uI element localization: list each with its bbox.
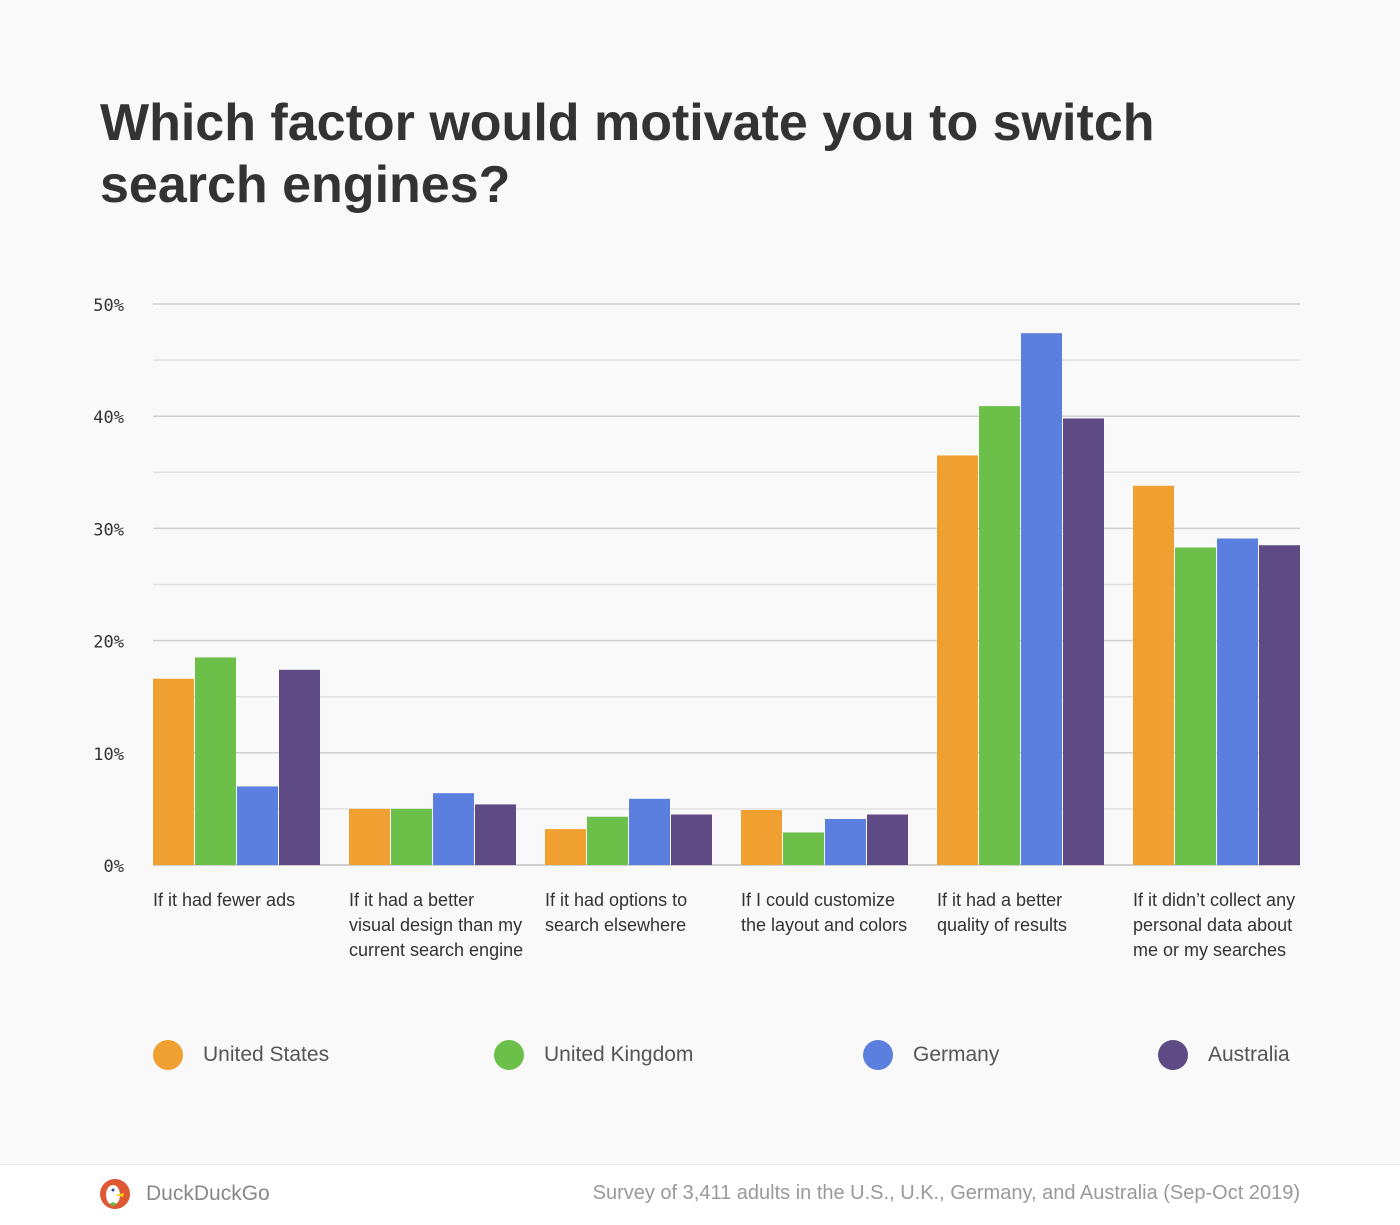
legend-label: Australia xyxy=(1208,1043,1290,1066)
y-tick-label: 20% xyxy=(93,633,124,653)
legend-swatch xyxy=(863,1040,893,1070)
survey-source: Survey of 3,411 adults in the U.S., U.K.… xyxy=(592,1182,1300,1204)
bar-united-states xyxy=(545,829,586,865)
y-tick-label: 30% xyxy=(93,520,124,540)
bar-australia xyxy=(279,669,320,865)
bar-united-kingdom xyxy=(195,657,236,865)
legend-item: United States xyxy=(153,1040,329,1070)
legend-item: Australia xyxy=(1158,1040,1290,1070)
legend-label: Germany xyxy=(913,1043,1000,1066)
footer: DuckDuckGo Survey of 3,411 adults in the… xyxy=(0,1164,1400,1225)
bar-germany xyxy=(237,786,278,865)
bar-united-states xyxy=(349,808,390,865)
chart-title: Which factor would motivate you to switc… xyxy=(100,94,1155,214)
bar-germany xyxy=(433,793,474,865)
bar-united-states xyxy=(937,455,978,865)
y-tick-label: 10% xyxy=(93,745,124,765)
y-tick-label: 50% xyxy=(93,296,124,316)
bar-united-states xyxy=(741,810,782,865)
brand: DuckDuckGo xyxy=(100,1179,270,1209)
legend-item: Germany xyxy=(863,1040,999,1070)
bar-germany xyxy=(825,818,866,865)
x-category-label: If it had fewer ads xyxy=(153,890,296,910)
legend-item: United Kingdom xyxy=(494,1040,693,1070)
bar-australia xyxy=(671,814,712,865)
legend-label: United Kingdom xyxy=(544,1043,694,1066)
y-tick-label: 40% xyxy=(93,408,124,428)
bar-australia xyxy=(1063,418,1104,865)
bar-chart: 0% 10% 20% 30% 40% 50% xyxy=(93,296,1300,877)
bar-australia xyxy=(867,814,908,865)
x-category-label: If it didn’t collect any personal data a… xyxy=(1133,890,1296,960)
bar-germany xyxy=(1021,333,1062,865)
bar-germany xyxy=(629,798,670,865)
bar-australia xyxy=(1259,545,1300,865)
x-category-label: If I could customize the layout and colo… xyxy=(741,890,908,935)
bar-united-kingdom xyxy=(979,406,1020,865)
brand-name: DuckDuckGo xyxy=(146,1182,270,1205)
bar-australia xyxy=(475,804,516,865)
x-category-label: If it had a better quality of results xyxy=(937,890,1068,935)
y-tick-label: 0% xyxy=(104,857,124,877)
bar-united-kingdom xyxy=(391,808,432,865)
legend-swatch xyxy=(494,1040,524,1070)
x-category-label: If it had a better visual design than my… xyxy=(349,890,524,960)
bar-germany xyxy=(1217,538,1258,865)
bar-united-states xyxy=(1133,485,1174,865)
bar-united-kingdom xyxy=(1175,547,1216,865)
bar-united-states xyxy=(153,678,194,865)
bar-united-kingdom xyxy=(587,816,628,865)
legend-swatch xyxy=(153,1040,183,1070)
duckduckgo-logo-icon xyxy=(100,1179,130,1209)
legend-label: United States xyxy=(203,1043,330,1066)
bar-united-kingdom xyxy=(783,832,824,865)
x-category-label: If it had options to search elsewhere xyxy=(545,890,688,935)
legend-swatch xyxy=(1158,1040,1188,1070)
